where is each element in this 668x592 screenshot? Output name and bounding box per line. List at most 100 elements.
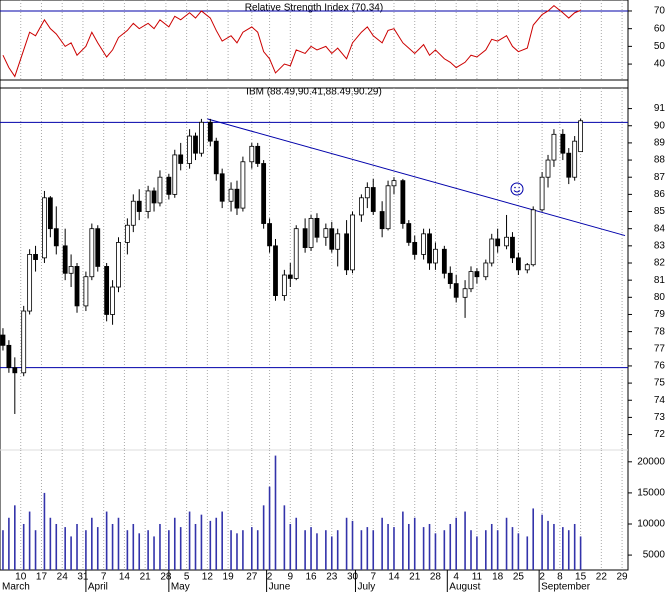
candle-body (412, 242, 418, 255)
x-tick-label: 8 (557, 572, 563, 583)
y-tick-label: 5000 (643, 550, 666, 561)
candle-body (400, 180, 406, 224)
month-label: May (171, 582, 190, 592)
x-tick-label: 24 (57, 572, 69, 583)
volume-bar (336, 530, 339, 570)
candle-body (350, 214, 355, 271)
x-tick-label: 27 (246, 572, 258, 583)
volume-bar (168, 530, 170, 570)
volume-bar (43, 492, 46, 570)
y-tick-label: 83 (654, 240, 666, 251)
volume-bar (413, 517, 416, 570)
x-tick-label: 15 (575, 572, 587, 583)
volume-bar (407, 523, 410, 570)
volume-bar (304, 530, 306, 570)
candle-body (344, 233, 349, 271)
volume-bar (485, 530, 487, 570)
x-tick-label: 30 (347, 572, 359, 583)
candle-body (267, 223, 272, 247)
volume-bar (22, 523, 25, 570)
y-tick-label: 79 (654, 309, 666, 320)
candle-body (515, 257, 521, 271)
candle-body (302, 228, 308, 248)
volume-bar (443, 530, 446, 570)
y-tick-label: 84 (654, 223, 666, 234)
candle-body (62, 245, 68, 274)
y-tick-label: 90 (654, 120, 666, 131)
candle-body (187, 135, 192, 164)
candle-body (530, 209, 536, 266)
candle-body (560, 133, 566, 154)
x-tick-label: 23 (326, 572, 338, 583)
volume-bar (153, 536, 155, 570)
volume-bar (360, 530, 363, 570)
x-tick-label: 11 (472, 572, 483, 583)
candle-body (433, 248, 438, 264)
volume-bar (126, 530, 129, 570)
volume-bar (330, 536, 333, 570)
volume-bar (434, 533, 437, 570)
candle-body (151, 190, 157, 204)
x-tick-label: 28 (160, 572, 172, 583)
candle-body (314, 217, 320, 238)
candle-body (207, 121, 213, 142)
month-label: June (269, 582, 291, 592)
volume-bar (526, 536, 529, 570)
candle-body (427, 233, 432, 264)
candle-body (249, 145, 255, 163)
x-tick-label: 17 (36, 572, 48, 583)
candle-body (136, 200, 142, 212)
candle-body (287, 274, 293, 279)
volume-bar (262, 505, 265, 570)
x-tick-label: 25 (513, 572, 525, 583)
y-tick-label: 40 (654, 59, 666, 70)
volume-bar (236, 533, 238, 570)
candle-body (504, 236, 509, 247)
volume-bar (268, 486, 271, 570)
x-tick-label: 2 (539, 572, 545, 583)
y-tick-label: 72 (654, 429, 666, 440)
x-tick-label: 9 (288, 572, 294, 583)
candle-body (323, 228, 329, 238)
y-tick-label: 70 (654, 6, 666, 17)
candle-body (474, 271, 480, 278)
x-tick-label: 18 (492, 572, 504, 583)
candle-body (219, 173, 225, 202)
y-tick-label: 81 (654, 275, 666, 286)
plot-frame (0, 0, 629, 571)
volume-bar (511, 527, 514, 570)
volume-bar (76, 523, 78, 570)
volume-bar (250, 527, 253, 570)
y-tick-label: 74 (654, 395, 666, 406)
candle-body (193, 135, 198, 154)
volume-bar (34, 530, 37, 570)
candle-body (116, 242, 121, 288)
volume-bar (117, 517, 120, 570)
month-label: July (357, 582, 375, 592)
volume-bar (96, 527, 99, 570)
candle-body (308, 217, 314, 248)
candle-body (578, 120, 584, 153)
y-tick-label: 60 (654, 23, 666, 34)
candle-body (83, 276, 89, 307)
candle-body (483, 262, 489, 278)
volume-bar (505, 517, 508, 570)
volume-bar (316, 533, 318, 570)
volume-bar (242, 530, 244, 570)
volume-bar (567, 530, 570, 570)
volume-bar (402, 511, 404, 570)
volume-bar (188, 511, 191, 570)
volume-bar (573, 523, 576, 570)
volume-bar (372, 530, 375, 570)
candle-body (178, 154, 184, 164)
volume-bar (179, 527, 182, 570)
x-tick-label: 14 (388, 572, 400, 583)
candle-body (462, 288, 468, 298)
y-tick-label: 50 (654, 41, 666, 52)
y-tick-label: 80 (654, 292, 666, 303)
volume-bar (470, 530, 472, 570)
volume-bar (517, 533, 520, 570)
volume-bar (325, 530, 327, 570)
month-label: September (541, 582, 591, 592)
